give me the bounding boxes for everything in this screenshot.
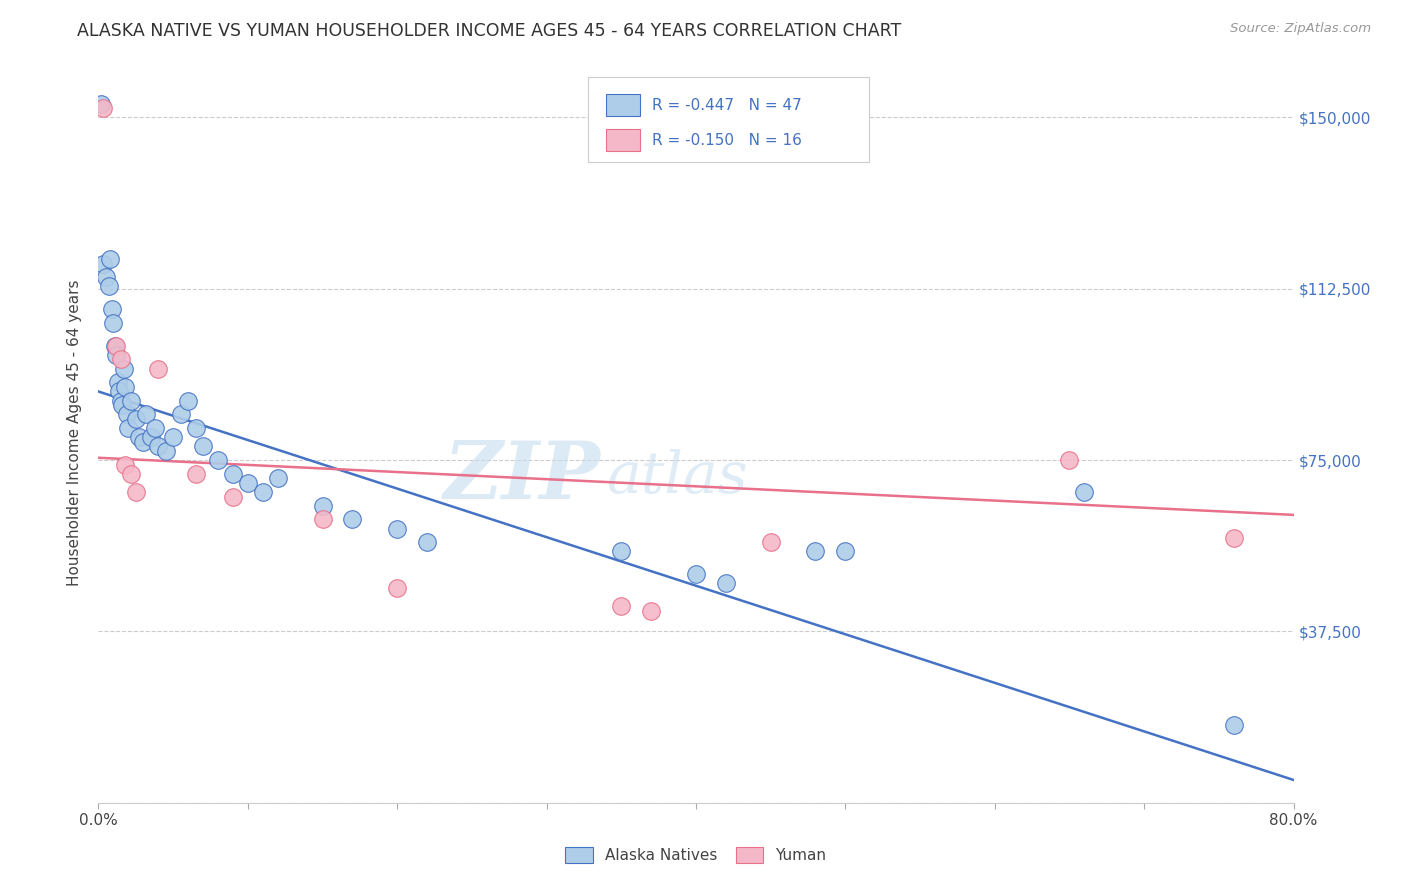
Point [125,412,148,426]
Point [114,380,136,394]
Point [91,256,114,270]
Point [132,434,155,449]
Point [103,316,125,330]
Point [311,512,333,526]
Point [385,522,409,536]
Point [685,567,707,582]
Point [162,430,184,444]
Point [143,421,166,435]
Point [385,581,409,595]
Point [207,453,229,467]
Point [252,485,274,500]
Point [120,393,142,408]
Point [236,475,259,490]
Bar [606,129,640,152]
Point [148,361,170,376]
Text: atlas: atlas [606,449,748,505]
Point [148,439,170,453]
Point [342,512,364,526]
Point [222,490,245,504]
Point [107,376,129,390]
Text: ALASKA NATIVE VS YUMAN HOUSEHOLDER INCOME AGES 45 - 64 YEARS CORRELATION CHART: ALASKA NATIVE VS YUMAN HOUSEHOLDER INCOM… [77,22,901,40]
Point [114,458,136,472]
Point [101,302,124,317]
Point [184,421,207,435]
Point [120,467,142,481]
Point [184,467,207,481]
Point [125,485,148,500]
Point [117,421,139,435]
Point [135,408,157,422]
Point [105,339,128,353]
Point [610,544,633,558]
Point [97,279,120,293]
Point [191,439,214,453]
FancyBboxPatch shape [589,78,869,162]
Point [169,408,191,422]
Point [128,430,150,444]
Point [110,393,132,408]
Point [1073,485,1095,500]
Point [104,339,127,353]
Point [804,544,827,558]
Point [90,96,112,111]
Point [105,348,128,362]
Point [1223,531,1246,545]
Legend: Alaska Natives, Yuman: Alaska Natives, Yuman [560,841,832,869]
Text: R = -0.447   N = 47: R = -0.447 N = 47 [652,98,801,113]
Point [112,361,135,376]
Point [416,535,439,549]
Point [759,535,782,549]
Text: R = -0.150   N = 16: R = -0.150 N = 16 [652,133,801,148]
Point [177,393,200,408]
Point [139,430,162,444]
Point [98,252,122,266]
Point [714,576,737,591]
Point [834,544,856,558]
Point [311,499,333,513]
Point [1223,718,1246,732]
Bar [606,95,640,117]
Point [1059,453,1081,467]
Text: ZIP: ZIP [443,438,600,516]
Point [91,101,114,115]
Point [108,384,131,399]
Point [94,270,117,285]
Point [222,467,245,481]
Point [267,471,290,485]
Point [155,443,177,458]
Y-axis label: Householder Income Ages 45 - 64 years: Householder Income Ages 45 - 64 years [67,279,83,586]
Text: Source: ZipAtlas.com: Source: ZipAtlas.com [1230,22,1371,36]
Point [111,398,134,412]
Point [110,352,132,367]
Point [115,408,138,422]
Point [640,604,662,618]
Point [610,599,633,614]
